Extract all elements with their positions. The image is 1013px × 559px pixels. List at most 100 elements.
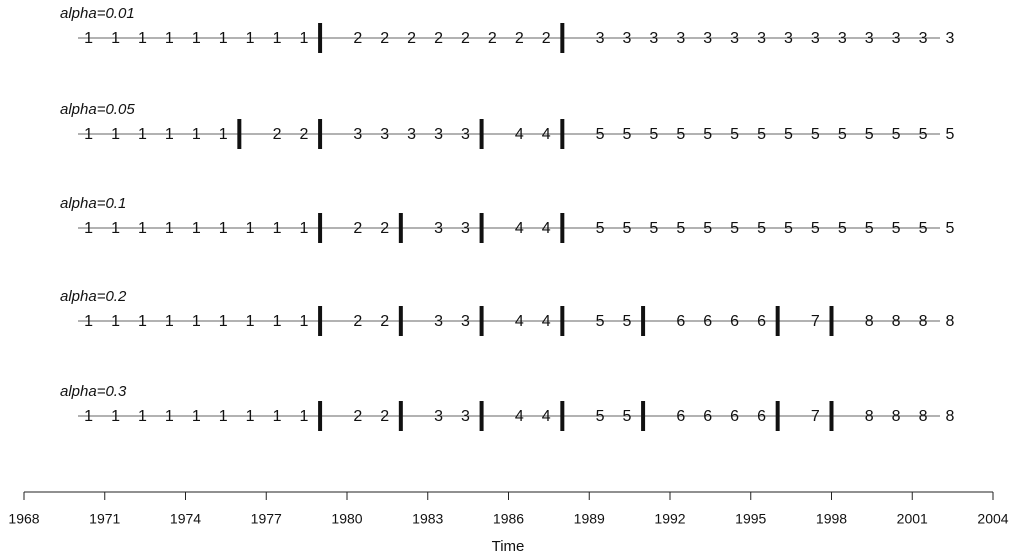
regime-label: 5: [919, 126, 928, 143]
x-tick-label: 1992: [654, 511, 685, 527]
regime-label: 4: [515, 220, 524, 237]
regime-label: 3: [434, 126, 443, 143]
regime-label: 5: [811, 126, 820, 143]
regime-label: 5: [757, 126, 766, 143]
regime-label: 5: [730, 126, 739, 143]
regime-label: 6: [730, 408, 739, 425]
regime-label: 2: [353, 408, 362, 425]
regime-label: 1: [165, 126, 174, 143]
regime-label: 1: [165, 408, 174, 425]
regime-label: 3: [945, 30, 954, 47]
regime-label: 1: [192, 126, 201, 143]
regime-label: 8: [892, 313, 901, 330]
regime-label: 4: [542, 408, 551, 425]
regime-label: 5: [622, 126, 631, 143]
regime-label: 3: [461, 408, 470, 425]
regime-label: 1: [192, 220, 201, 237]
regime-label: 5: [865, 220, 874, 237]
regime-label: 5: [703, 126, 712, 143]
regime-label: 3: [838, 30, 847, 47]
regime-label: 2: [353, 313, 362, 330]
regime-label: 5: [892, 126, 901, 143]
regime-label: 8: [892, 408, 901, 425]
regime-label: 1: [246, 313, 255, 330]
regime-label: 6: [703, 408, 712, 425]
regime-label: 1: [246, 220, 255, 237]
regime-label: 4: [542, 313, 551, 330]
regime-label: 1: [138, 220, 147, 237]
regime-label: 3: [757, 30, 766, 47]
x-tick-label: 1977: [251, 511, 282, 527]
regime-label: 3: [461, 126, 470, 143]
regime-label: 3: [865, 30, 874, 47]
row-label: alpha=0.2: [60, 288, 127, 305]
regime-label: 6: [757, 408, 766, 425]
regime-label: 5: [784, 126, 793, 143]
regime-label: 1: [84, 220, 93, 237]
regime-label: 1: [299, 220, 308, 237]
regime-label: 1: [84, 313, 93, 330]
x-tick-label: 1983: [412, 511, 443, 527]
regime-label: 1: [165, 313, 174, 330]
regime-label: 1: [138, 408, 147, 425]
regime-label: 1: [192, 30, 201, 47]
regime-label: 1: [111, 220, 120, 237]
regime-label: 8: [919, 313, 928, 330]
regime-label: 5: [945, 126, 954, 143]
regime-label: 3: [892, 30, 901, 47]
regime-label: 1: [138, 30, 147, 47]
regime-label: 1: [84, 126, 93, 143]
regime-label: 6: [676, 408, 685, 425]
regime-label: 5: [838, 126, 847, 143]
regime-label: 3: [353, 126, 362, 143]
regime-label: 3: [622, 30, 631, 47]
regime-label: 4: [515, 126, 524, 143]
regime-label: 7: [811, 313, 820, 330]
regime-label: 1: [299, 408, 308, 425]
regime-label: 1: [219, 126, 228, 143]
regime-label: 3: [811, 30, 820, 47]
regime-label: 3: [434, 408, 443, 425]
regime-label: 1: [219, 408, 228, 425]
x-tick-label: 1971: [89, 511, 120, 527]
regime-label: 2: [380, 30, 389, 47]
regime-label: 1: [138, 313, 147, 330]
x-tick-label: 1968: [8, 511, 39, 527]
regime-label: 5: [596, 126, 605, 143]
x-tick-label: 2001: [897, 511, 928, 527]
row-label: alpha=0.01: [60, 5, 135, 22]
regime-label: 4: [515, 408, 524, 425]
regime-label: 6: [730, 313, 739, 330]
regime-label: 1: [111, 408, 120, 425]
regime-label: 1: [111, 126, 120, 143]
regime-label: 1: [84, 30, 93, 47]
regime-label: 5: [649, 126, 658, 143]
regime-label: 2: [488, 30, 497, 47]
regime-label: 3: [461, 220, 470, 237]
regime-label: 1: [192, 408, 201, 425]
regime-label: 3: [434, 220, 443, 237]
regime-label: 1: [165, 30, 174, 47]
regime-label: 1: [219, 220, 228, 237]
regime-label: 5: [784, 220, 793, 237]
row-label: alpha=0.3: [60, 383, 127, 400]
regime-label: 3: [407, 126, 416, 143]
regime-label: 1: [111, 313, 120, 330]
x-tick-label: 1989: [574, 511, 605, 527]
regime-label: 5: [703, 220, 712, 237]
regime-label: 1: [299, 313, 308, 330]
regime-label: 5: [757, 220, 766, 237]
regime-label: 6: [757, 313, 766, 330]
regime-label: 1: [273, 313, 282, 330]
regime-label: 2: [380, 408, 389, 425]
regime-label: 1: [246, 408, 255, 425]
regime-label: 1: [219, 313, 228, 330]
regime-label: 1: [138, 126, 147, 143]
regime-label: 8: [945, 408, 954, 425]
x-axis-label: Time: [492, 538, 525, 555]
regime-label: 5: [838, 220, 847, 237]
regime-label: 3: [380, 126, 389, 143]
regime-label: 1: [84, 408, 93, 425]
regime-label: 8: [919, 408, 928, 425]
